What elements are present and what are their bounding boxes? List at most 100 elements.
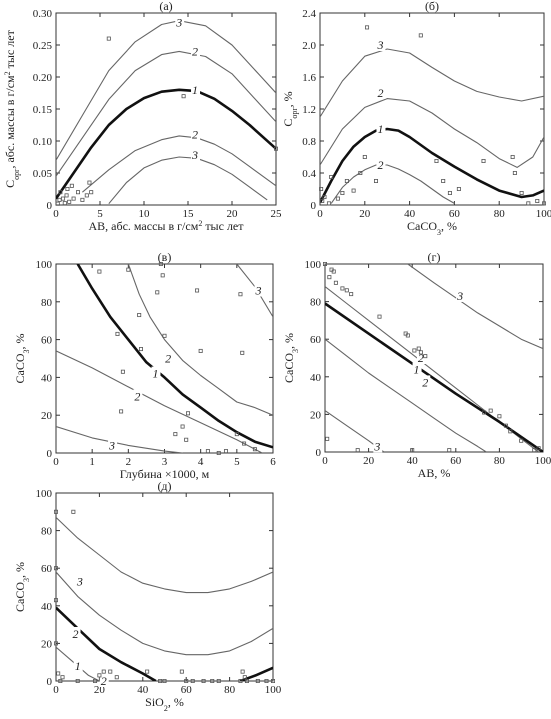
y-tick-label: 80 [310, 297, 322, 309]
y-axis-label: CaCO3, % [13, 334, 31, 384]
y-tick-label: 60 [41, 563, 53, 575]
panel-title: (в) [158, 250, 172, 264]
y-tick-label: 20 [41, 638, 53, 650]
data-point [532, 448, 537, 453]
confidence-line [56, 517, 273, 594]
data-point [322, 261, 327, 266]
plot-frame [324, 263, 544, 453]
y-tick-label: 40 [41, 372, 53, 384]
y-axis-label: CaCO3, % [282, 333, 300, 383]
confidence-line [325, 338, 487, 452]
data-point [519, 190, 524, 195]
data-point [97, 269, 102, 274]
x-axis-label: CaCO3, % [407, 219, 457, 237]
data-point [93, 679, 98, 684]
confidence-line [56, 50, 276, 177]
data-point [54, 598, 59, 603]
x-axis-label: SiO2, % [145, 695, 184, 713]
data-point [377, 314, 382, 319]
data-point [373, 178, 378, 183]
panel-title: (а) [159, 0, 172, 13]
x-tick-label: 3 [162, 456, 168, 468]
x-tick-label: 0 [317, 208, 323, 220]
curve-label-bg [376, 158, 386, 171]
x-tick-label: 10 [139, 208, 151, 220]
y-tick-label: 2.4 [302, 8, 316, 20]
data-point [205, 449, 210, 454]
data-point [512, 170, 517, 175]
y-tick-label: 1.2 [302, 104, 316, 116]
data-point [242, 675, 247, 680]
data-point [60, 675, 65, 680]
x-tick-label: 80 [494, 455, 506, 467]
y-tick-label: 2.0 [302, 40, 316, 52]
y-tick-label: 0.10 [33, 136, 53, 148]
curve-label: 1 [377, 122, 383, 136]
data-point [180, 424, 185, 429]
confidence-line [320, 48, 544, 118]
curve-label: 1 [152, 367, 158, 381]
x-tick-label: 0 [53, 208, 59, 220]
regression-line [76, 264, 273, 449]
data-point [69, 183, 74, 188]
data-point [181, 94, 186, 99]
confidence-line [108, 156, 268, 205]
y-tick-label: 0.15 [33, 104, 53, 116]
curve-label-bg [108, 438, 118, 452]
data-point [410, 448, 415, 453]
data-point [61, 196, 66, 201]
data-point [234, 432, 239, 437]
data-point [195, 288, 200, 293]
y-tick-label: 0.05 [33, 168, 53, 180]
confidence-line [56, 350, 263, 453]
y-tick-label: 80 [41, 297, 53, 309]
data-point [320, 198, 325, 203]
curve-label: 2 [134, 389, 140, 403]
confidence-line [127, 264, 273, 416]
data-point [65, 186, 70, 191]
data-point [536, 446, 541, 451]
data-point [238, 292, 243, 297]
curve-label-bg [151, 366, 161, 380]
data-point [108, 669, 113, 674]
y-axis-label: Сорг, абс. массы в г/см2 тыс лет [3, 29, 21, 187]
data-point [456, 186, 461, 191]
data-point [503, 423, 508, 428]
data-point [482, 410, 487, 415]
curve-label-bg [456, 288, 466, 302]
data-point [335, 196, 340, 201]
x-tick-label: 80 [224, 684, 236, 696]
x-tick-label: 20 [94, 684, 106, 696]
data-point [441, 178, 446, 183]
x-tick-label: 2 [126, 456, 132, 468]
data-point [119, 409, 124, 414]
y-tick-label: 100 [36, 488, 53, 500]
data-point [273, 146, 278, 151]
data-point [173, 432, 178, 437]
curves-group [56, 20, 276, 205]
data-point [120, 369, 125, 374]
data-point [418, 33, 423, 38]
data-point [344, 288, 349, 293]
confidence-line [56, 20, 276, 161]
x-tick-label: 0 [53, 684, 59, 696]
data-point [186, 411, 191, 416]
curve-label-bg [191, 127, 201, 141]
data-point [412, 348, 417, 353]
data-point [80, 197, 85, 202]
data-point [447, 190, 452, 195]
y-tick-label: 0.4 [302, 168, 316, 180]
data-point [184, 679, 189, 684]
curve-label: 3 [456, 289, 463, 303]
curve-label-bg [175, 15, 185, 29]
panel-2: (б) 0 20 40 60 80 100 0 0.4 0.8 1.2 1.6 2.0 2.4 CaCO3,… [281, 0, 551, 237]
data-point [158, 261, 163, 266]
confidence-line [330, 164, 455, 204]
data-point [216, 679, 221, 684]
curve-label: 1 [75, 659, 81, 673]
data-point [160, 273, 165, 278]
curve-label: 2 [101, 674, 107, 688]
curve-label-bg [373, 439, 383, 453]
x-tick-label: 60 [181, 684, 193, 696]
